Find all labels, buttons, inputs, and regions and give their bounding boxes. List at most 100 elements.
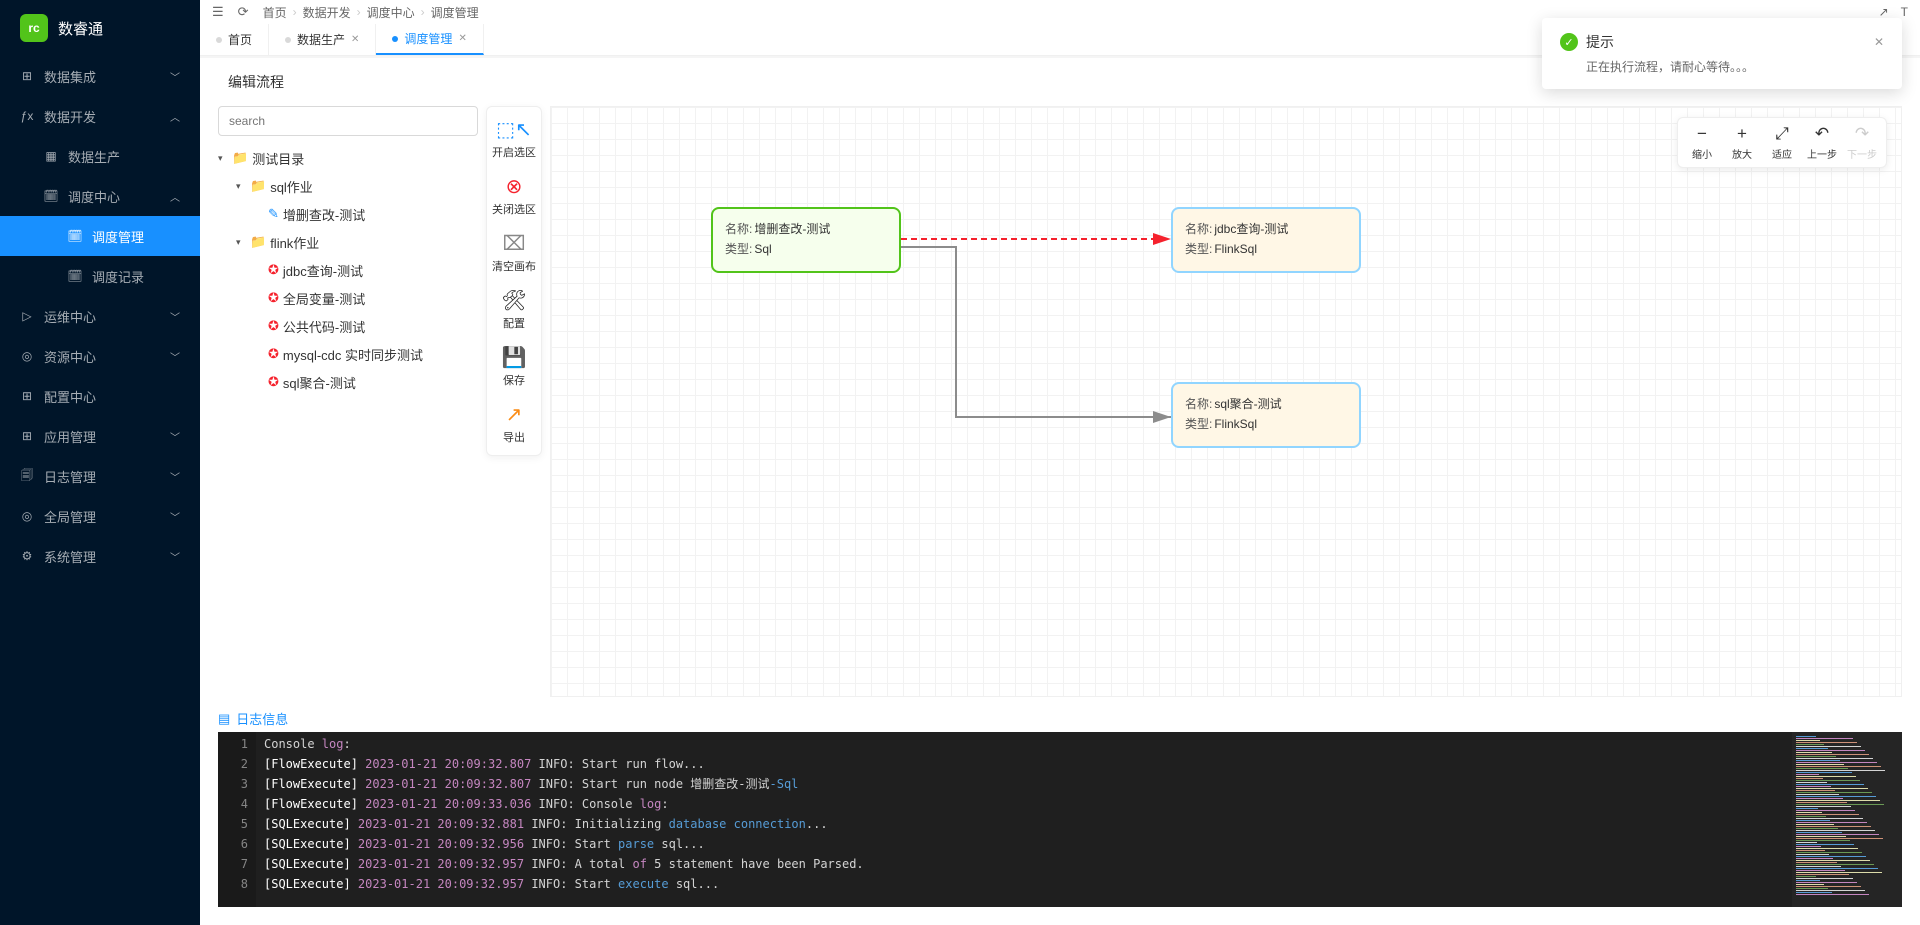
- tab-label: 调度管理: [404, 30, 452, 47]
- sidebar-item-11[interactable]: ◎全局管理﹀: [0, 496, 200, 536]
- sidebar-item-1[interactable]: ƒx数据开发︿: [0, 96, 200, 136]
- tree-node-label: flink作业: [270, 233, 319, 252]
- breadcrumb-item[interactable]: 调度中心: [367, 4, 415, 21]
- nav-icon: ƒx: [20, 109, 34, 123]
- tool-button[interactable]: ⌧清空画布: [492, 231, 536, 274]
- minimap[interactable]: [1792, 732, 1902, 907]
- nav-icon: ⊞: [20, 69, 34, 83]
- log-gutter: 12345678: [218, 732, 256, 907]
- canvas-tool-label: 放大: [1732, 146, 1752, 161]
- canvas-tool-button[interactable]: ⤢适应: [1762, 124, 1802, 161]
- refresh-icon[interactable]: ⟳: [238, 4, 249, 20]
- sidebar-item-3[interactable]: 🗓调度中心︿: [0, 176, 200, 216]
- tool-button[interactable]: ⊗关闭选区: [492, 174, 536, 217]
- canvas-tool-icon: +: [1737, 124, 1747, 144]
- sidebar-item-5[interactable]: 🗓 调度记录: [0, 256, 200, 296]
- node-name-value: sql聚合-测试: [1214, 394, 1281, 414]
- sidebar-item-2[interactable]: ▦数据生产: [0, 136, 200, 176]
- tab-close-icon[interactable]: ✕: [458, 33, 466, 44]
- logo-badge: rc: [20, 14, 48, 42]
- chevron-icon: ﹀: [170, 349, 180, 364]
- search-input[interactable]: [218, 106, 478, 136]
- toast-close-icon[interactable]: ✕: [1874, 35, 1884, 49]
- nav-label: 调度记录: [92, 267, 180, 286]
- tree-node[interactable]: ✪jdbc查询-测试: [218, 256, 478, 284]
- nav-label: 资源中心: [44, 347, 170, 366]
- sidebar-item-0[interactable]: ⊞数据集成﹀: [0, 56, 200, 96]
- tree-node-icon: 📁: [232, 150, 248, 166]
- log-header[interactable]: ▤ 日志信息: [218, 705, 1902, 732]
- tree-node[interactable]: ✪公共代码-测试: [218, 312, 478, 340]
- sidebar-item-6[interactable]: ▷运维中心﹀: [0, 296, 200, 336]
- collapse-icon[interactable]: ☰: [212, 4, 224, 20]
- canvas-tool-button[interactable]: −缩小: [1682, 124, 1722, 161]
- node-name-key: 名称:: [1185, 219, 1212, 239]
- nav-label: 系统管理: [44, 547, 170, 566]
- tab[interactable]: 首页: [200, 24, 269, 55]
- tool-button[interactable]: 💾保存: [502, 345, 527, 388]
- tab[interactable]: 数据生产✕: [269, 24, 376, 55]
- content: 编辑流程 ✕ ▾📁测试目录▾📁sql作业✎增删查改-测试▾📁flink作业✪jd…: [200, 58, 1920, 925]
- log-line: [FlowExecute] 2023-01-21 20:09:32.807 IN…: [264, 774, 1784, 794]
- sidebar-item-12[interactable]: ⚙ 系统管理﹀: [0, 536, 200, 576]
- text-tool-icon[interactable]: T: [1901, 5, 1908, 19]
- tree-toggle-icon[interactable]: ▾: [218, 153, 230, 164]
- nav-icon: ▷: [20, 309, 34, 323]
- tree-node-label: 增删查改-测试: [283, 205, 365, 224]
- workspace: ▾📁测试目录▾📁sql作业✎增删查改-测试▾📁flink作业✪jdbc查询-测试…: [218, 106, 1902, 697]
- tree-node[interactable]: ▾📁测试目录: [218, 144, 478, 172]
- nav-icon: ▦: [44, 149, 58, 163]
- flow-node[interactable]: 名称:jdbc查询-测试类型:FlinkSql: [1171, 207, 1361, 273]
- nav-label: 应用管理: [44, 427, 170, 446]
- sidebar-item-9[interactable]: ⊞应用管理﹀: [0, 416, 200, 456]
- tree-node[interactable]: ▾📁sql作业: [218, 172, 478, 200]
- tree-node-label: 公共代码-测试: [283, 317, 365, 336]
- tool-label: 配置: [503, 315, 525, 331]
- success-icon: ✓: [1560, 33, 1578, 51]
- tree-node-icon: ✪: [268, 374, 279, 390]
- tree-node[interactable]: ✪sql聚合-测试: [218, 368, 478, 396]
- tree-node-icon: ✪: [268, 346, 279, 362]
- nav-icon: ⚙: [20, 549, 34, 563]
- tool-button[interactable]: 🛠配置: [501, 288, 526, 331]
- tree-node-icon: 📁: [250, 178, 266, 194]
- sidebar-item-4[interactable]: 🗓调度管理: [0, 216, 200, 256]
- tool-button[interactable]: ↗导出: [503, 402, 525, 445]
- canvas-tool-icon: ↶: [1815, 124, 1829, 144]
- external-icon[interactable]: ↗: [1879, 5, 1889, 19]
- tree-toggle-icon[interactable]: ▾: [236, 181, 248, 192]
- log-section: ▤ 日志信息 12345678 Console log:[FlowExecute…: [218, 705, 1902, 907]
- tab[interactable]: 调度管理 ✕: [376, 24, 483, 55]
- canvas[interactable]: −缩小+放大⤢适应↶上一步↷下一步 名称:增删查改-测试类型:Sql名称:jdb…: [551, 107, 1901, 696]
- nav-label: 全局管理: [44, 507, 170, 526]
- tree-node[interactable]: ✪mysql-cdc 实时同步测试: [218, 340, 478, 368]
- flow-node[interactable]: 名称:增删查改-测试类型:Sql: [711, 207, 901, 273]
- breadcrumb-item[interactable]: 数据开发: [303, 4, 351, 21]
- tool-icon: ⬚↖: [496, 117, 532, 142]
- tree-node[interactable]: ✎增删查改-测试: [218, 200, 478, 228]
- nav-icon: 🗓: [68, 269, 82, 283]
- breadcrumb-item[interactable]: 调度管理: [431, 4, 479, 21]
- tree-node-icon: ✪: [268, 290, 279, 306]
- sidebar-item-10[interactable]: 🗐日志管理﹀: [0, 456, 200, 496]
- logo-text: 数睿通: [58, 18, 103, 39]
- tool-button[interactable]: ⬚↖开启选区: [492, 117, 536, 160]
- tree-node[interactable]: ▾📁flink作业: [218, 228, 478, 256]
- sidebar-item-8[interactable]: ⊞配置中心: [0, 376, 200, 416]
- sidebar-item-7[interactable]: ◎资源中心﹀: [0, 336, 200, 376]
- chevron-icon: ﹀: [170, 549, 180, 564]
- tool-icon: 💾: [502, 345, 527, 370]
- node-type-key: 类型:: [1185, 414, 1212, 434]
- log-line: [FlowExecute] 2023-01-21 20:09:32.807 IN…: [264, 754, 1784, 774]
- tree-node[interactable]: ✪全局变量-测试: [218, 284, 478, 312]
- canvas-tool-button[interactable]: ↶上一步: [1802, 124, 1842, 161]
- canvas-tool-button[interactable]: + 放大: [1722, 124, 1762, 161]
- editor-title: 编辑流程: [228, 72, 284, 92]
- breadcrumb-item[interactable]: 首页: [263, 4, 287, 21]
- tree-toggle-icon[interactable]: ▾: [236, 237, 248, 248]
- tab-close-icon[interactable]: ✕: [351, 34, 359, 45]
- canvas-tool-icon: ↷: [1855, 124, 1869, 144]
- tree-node-label: jdbc查询-测试: [283, 261, 363, 280]
- canvas-tool-label: 适应: [1772, 146, 1792, 161]
- flow-node[interactable]: 名称:sql聚合-测试类型:FlinkSql: [1171, 382, 1361, 448]
